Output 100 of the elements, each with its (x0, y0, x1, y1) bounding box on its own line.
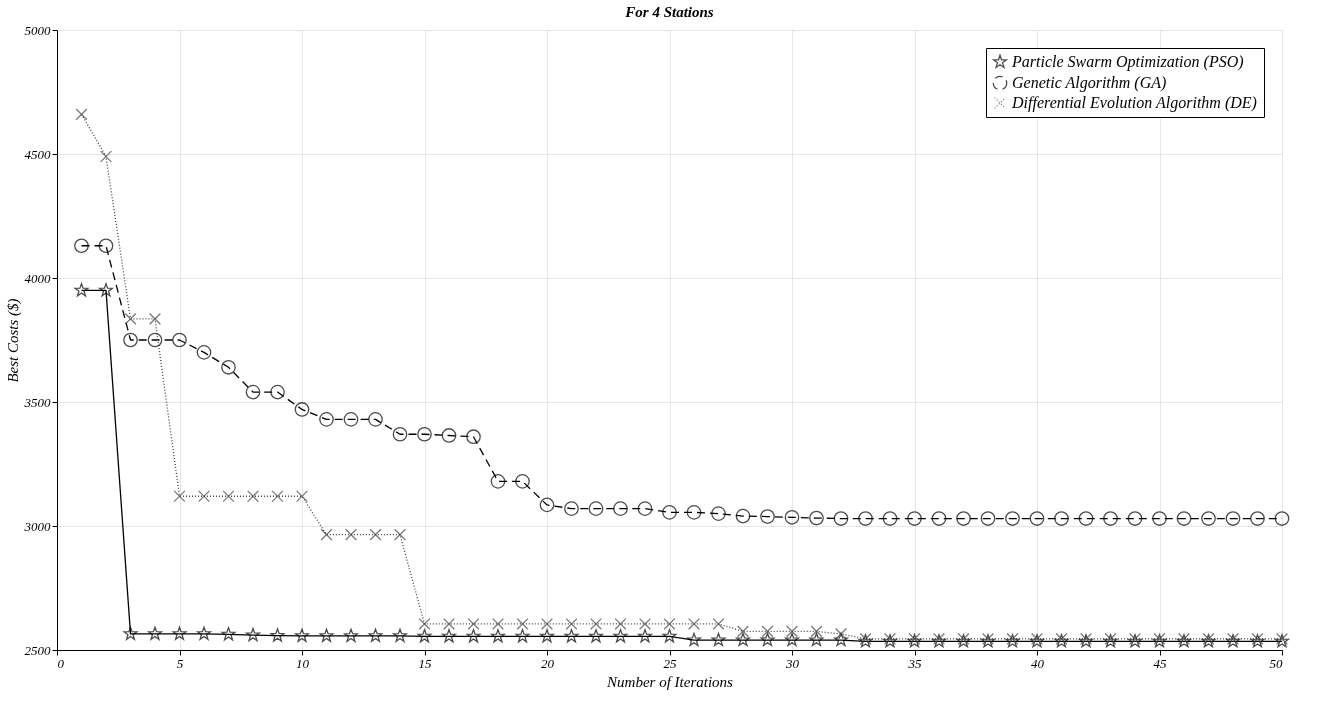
legend-label: Genetic Algorithm (GA) (1012, 74, 1167, 92)
point (490, 474, 506, 489)
point (99, 150, 113, 163)
point (614, 617, 627, 630)
point (662, 505, 677, 520)
point (418, 617, 431, 630)
legend-label: Differential Evolution Algorithm (DE) (1011, 94, 1257, 112)
point (1201, 511, 1216, 526)
point (735, 508, 751, 524)
point (686, 505, 702, 520)
point (956, 511, 971, 526)
point (98, 238, 114, 254)
point (539, 629, 555, 643)
point (785, 625, 799, 638)
point (344, 528, 358, 541)
point (540, 617, 554, 630)
point (516, 617, 529, 630)
point (466, 429, 481, 445)
point (295, 490, 309, 503)
point (833, 632, 849, 647)
point (343, 412, 359, 427)
y-tick-label: 4500 (24, 146, 51, 162)
point (147, 626, 163, 640)
point (246, 490, 260, 503)
x-tick-label: 50 (1269, 655, 1283, 671)
point (417, 426, 432, 442)
x-axis-title: Number of Iterations (606, 673, 734, 690)
point (858, 511, 873, 526)
point (320, 528, 333, 541)
point (588, 501, 604, 516)
point (613, 501, 628, 516)
point (319, 412, 334, 427)
point (393, 528, 407, 541)
point (196, 345, 212, 360)
x-tick-label: 25 (663, 655, 677, 671)
point (1029, 511, 1045, 526)
point (931, 511, 947, 526)
point (123, 332, 138, 348)
point (907, 511, 922, 526)
point (735, 632, 751, 647)
point (319, 628, 334, 642)
point (1054, 511, 1069, 526)
point (123, 626, 138, 640)
point (662, 629, 677, 643)
legend-label: Particle Swarm Optimization (PSO) (1011, 53, 1244, 71)
point (613, 629, 628, 643)
point (1127, 511, 1143, 526)
point (687, 617, 701, 630)
point (148, 312, 162, 325)
point (1078, 511, 1094, 526)
point (515, 629, 530, 643)
point (124, 312, 137, 325)
point (368, 412, 383, 427)
point (75, 108, 88, 121)
point (711, 506, 726, 521)
point (1250, 511, 1265, 526)
point (588, 629, 604, 643)
point (760, 509, 775, 524)
point (589, 617, 603, 630)
point (294, 402, 310, 417)
point (197, 490, 211, 503)
y-tick-label: 5000 (24, 22, 51, 38)
point (712, 617, 725, 630)
point (784, 509, 800, 525)
y-tick-label: 3500 (23, 394, 51, 410)
point (392, 426, 408, 442)
point (221, 627, 236, 641)
point (564, 629, 579, 643)
chart-title: For 4 Stations (624, 4, 714, 20)
point (491, 617, 505, 630)
point (686, 632, 702, 647)
point (368, 628, 383, 642)
point (441, 428, 457, 443)
y-tick-label: 4000 (24, 270, 51, 286)
point (172, 332, 187, 348)
point (245, 627, 261, 642)
point (809, 510, 824, 526)
x-tick-label: 40 (1031, 655, 1045, 671)
point (564, 501, 579, 516)
point (761, 625, 774, 638)
point (74, 283, 89, 297)
point (1103, 511, 1118, 526)
point (833, 511, 849, 526)
point (74, 238, 89, 254)
point (760, 632, 775, 647)
point (369, 528, 382, 541)
point (809, 632, 824, 647)
point (147, 332, 163, 348)
x-tick-label: 35 (907, 655, 922, 671)
point (565, 617, 578, 630)
point (711, 632, 726, 647)
point (245, 384, 261, 400)
x-tick-label: 5 (176, 655, 184, 671)
point (271, 490, 284, 503)
x-tick-label: 10 (296, 655, 310, 671)
point (467, 617, 480, 630)
point (637, 629, 653, 643)
point (515, 474, 530, 489)
point (442, 617, 456, 630)
point (466, 629, 481, 643)
